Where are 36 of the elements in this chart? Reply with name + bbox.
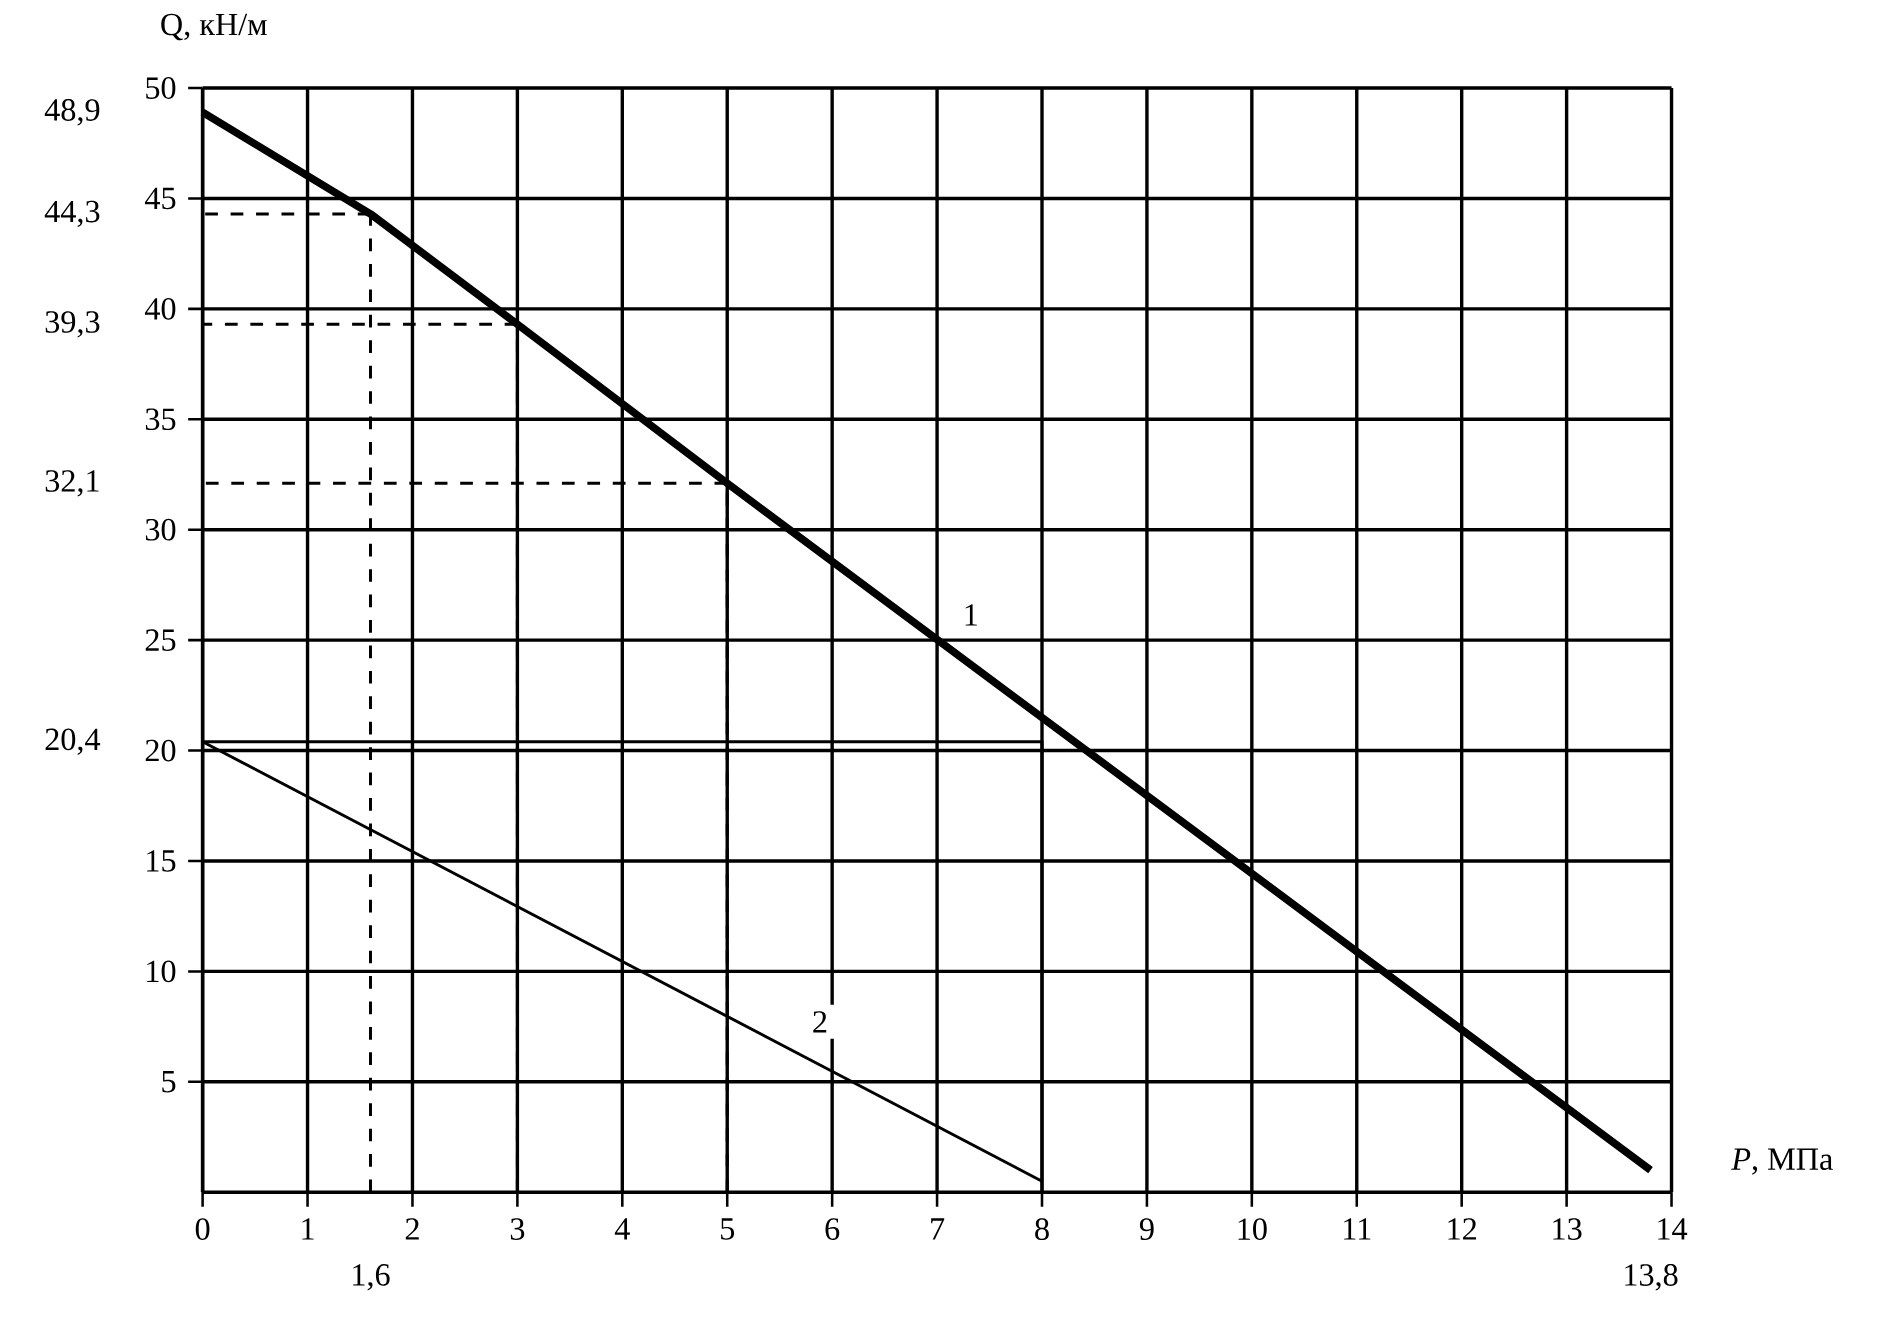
x-tick-label: 9 — [1139, 1218, 1154, 1240]
x-tick-label: 8 — [1035, 1218, 1049, 1241]
x-tick-label: 0 — [195, 1218, 210, 1241]
x-tick-label: 5 — [721, 1218, 735, 1240]
y2-tick-label: 44,3 — [44, 200, 100, 228]
y2-tick-label: 32,1 — [45, 470, 99, 497]
y-tick-label: 20 — [145, 739, 176, 762]
x-tick-label: 7 — [931, 1218, 945, 1240]
y-tick-label: 45 — [144, 187, 176, 210]
x-tick-label: 6 — [825, 1218, 840, 1240]
x-tick-label: 3 — [510, 1218, 525, 1240]
y-tick-label: 35 — [145, 408, 176, 431]
x-tick-label: 12 — [1448, 1218, 1477, 1240]
x-tick-label: 2 — [405, 1218, 419, 1240]
y-tick-label: 10 — [147, 960, 176, 983]
x-tick-label: 11 — [1344, 1218, 1371, 1240]
x-tick-label: 1 — [302, 1218, 314, 1240]
x-axis-title: P, МПа — [1731, 1148, 1833, 1175]
y-tick-label: 30 — [145, 518, 176, 541]
x-tick-label: 4 — [614, 1218, 630, 1240]
x2-tick-label: 1,6 — [353, 1264, 390, 1291]
y-tick-label: 25 — [145, 629, 176, 651]
y-axis-title: Q, кН/м — [161, 13, 267, 41]
y-tick-label: 50 — [146, 77, 176, 99]
x-tick-label: 14 — [1658, 1218, 1688, 1240]
x-tick-label: 10 — [1238, 1218, 1267, 1241]
y-tick-label: 15 — [147, 850, 176, 872]
y2-tick-label: 20,4 — [45, 728, 101, 755]
series-label: 1 — [965, 604, 977, 626]
y2-tick-label: 48,9 — [44, 99, 100, 126]
x-tick-label: 13 — [1553, 1218, 1582, 1240]
x2-tick-label: 13,8 — [1625, 1264, 1678, 1291]
y-tick-label: 5 — [162, 1071, 176, 1093]
series-label: 2 — [813, 1011, 827, 1033]
y-tick-label: 40 — [144, 297, 176, 320]
y2-tick-label: 39,3 — [45, 311, 100, 338]
